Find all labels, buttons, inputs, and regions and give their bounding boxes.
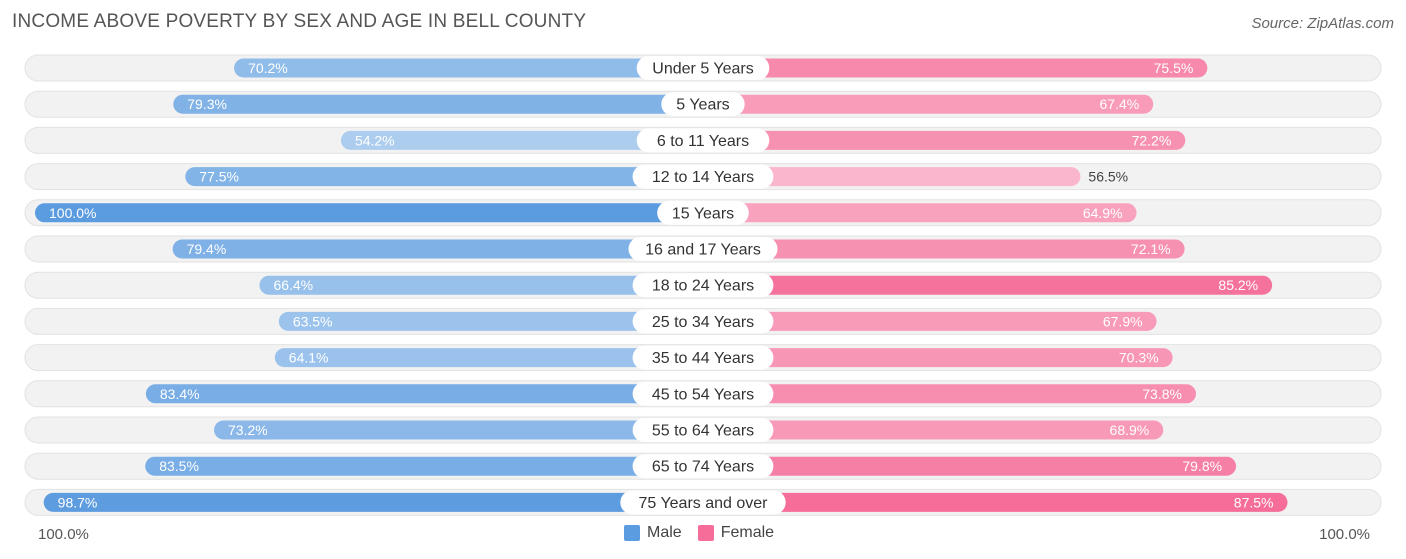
data-label-female: 67.9% <box>1103 313 1143 329</box>
category-label: 12 to 14 Years <box>652 169 754 186</box>
bar-female <box>703 58 1208 78</box>
legend: Male Female <box>624 524 790 542</box>
axis-right-label: 100.0% <box>1319 526 1370 543</box>
category-label-bg <box>636 56 770 80</box>
legend-label-male: Male <box>647 524 682 541</box>
bar-female <box>703 275 1273 295</box>
bar-female <box>703 420 1164 440</box>
legend-swatch-male <box>624 525 640 541</box>
data-label-female: 73.8% <box>1142 386 1182 402</box>
category-label-bg <box>632 418 774 442</box>
legend-item-male: Male <box>624 524 682 542</box>
category-label-bg <box>628 237 778 261</box>
category-label: Under 5 Years <box>652 61 753 78</box>
data-label-female: 79.8% <box>1182 458 1222 474</box>
category-label-bg <box>632 454 774 479</box>
bar-male <box>173 94 703 114</box>
category-label: 65 to 74 Years <box>652 459 754 476</box>
data-label-female: 85.2% <box>1218 277 1258 293</box>
legend-label-female: Female <box>720 524 775 541</box>
data-label-male: 79.4% <box>187 241 227 257</box>
category-label-bg <box>632 164 774 189</box>
bar-female <box>703 130 1186 150</box>
category-label-bg <box>632 345 774 370</box>
data-label-female: 87.5% <box>1234 494 1274 510</box>
category-label: 35 to 44 Years <box>652 350 754 367</box>
category-label-bg <box>661 92 745 117</box>
bar-female <box>703 456 1237 476</box>
data-label-male: 66.4% <box>273 277 313 293</box>
bar-male <box>145 384 703 404</box>
data-label-female: 70.3% <box>1119 350 1159 366</box>
chart-source: Source: ZipAtlas.com <box>1251 15 1394 32</box>
data-label-male: 70.2% <box>248 60 288 76</box>
category-label-bg <box>620 490 786 515</box>
bar-female <box>703 492 1288 512</box>
data-label-female: 75.5% <box>1154 60 1194 76</box>
chart-title: INCOME ABOVE POVERTY BY SEX AND AGE IN B… <box>12 11 587 32</box>
data-label-male: 64.1% <box>289 350 329 366</box>
data-label-female: 67.4% <box>1100 96 1140 112</box>
bar-female <box>703 311 1157 331</box>
data-label-male: 100.0% <box>49 205 96 221</box>
legend-item-female: Female <box>697 524 775 542</box>
bar-male <box>43 492 703 512</box>
legend-swatch-female <box>697 525 714 541</box>
bar-female <box>703 94 1154 114</box>
bar-male <box>185 167 704 187</box>
bar-female <box>703 384 1196 404</box>
bar-female <box>703 167 1081 187</box>
data-label-male: 98.7% <box>58 494 98 510</box>
data-label-male: 73.2% <box>228 422 268 438</box>
data-label-male: 63.5% <box>293 313 333 329</box>
category-label: 15 Years <box>672 205 734 222</box>
axis-left-label: 100.0% <box>38 526 89 543</box>
data-label-male: 79.3% <box>187 96 227 112</box>
bar-male <box>214 420 704 440</box>
bar-female <box>703 203 1137 223</box>
category-label-bg <box>632 381 774 406</box>
data-label-male: 83.4% <box>160 386 200 402</box>
bar-male <box>340 130 703 150</box>
bar-female <box>703 348 1173 368</box>
category-label-bg <box>657 200 749 225</box>
bar-male <box>172 239 703 259</box>
category-label: 55 to 64 Years <box>652 423 754 440</box>
data-label-female: 72.1% <box>1131 241 1171 257</box>
category-label: 6 to 11 Years <box>657 133 749 150</box>
data-label-male: 77.5% <box>199 169 239 185</box>
category-label: 16 and 17 Years <box>645 242 761 259</box>
bar-male <box>35 203 703 223</box>
category-label: 45 to 54 Years <box>652 386 754 403</box>
category-label-bg <box>632 273 774 298</box>
bar-male <box>145 456 704 476</box>
bar-male <box>259 275 703 295</box>
data-label-male: 54.2% <box>355 132 395 148</box>
data-label-female: 72.2% <box>1132 132 1172 148</box>
bar-male <box>274 348 703 368</box>
bar-female <box>703 239 1185 259</box>
category-label: 25 to 34 Years <box>652 314 754 331</box>
data-label-female: 56.5% <box>1088 169 1128 185</box>
category-label: 18 to 24 Years <box>652 278 754 295</box>
category-label: 5 Years <box>676 97 729 114</box>
data-label-female: 64.9% <box>1083 205 1123 221</box>
data-label-female: 68.9% <box>1110 422 1150 438</box>
bar-male <box>278 311 703 331</box>
bar-male <box>234 58 703 78</box>
data-label-male: 83.5% <box>159 458 199 474</box>
category-label-bg <box>632 309 774 334</box>
category-label: 75 Years and over <box>639 495 769 512</box>
category-label-bg <box>636 128 770 153</box>
